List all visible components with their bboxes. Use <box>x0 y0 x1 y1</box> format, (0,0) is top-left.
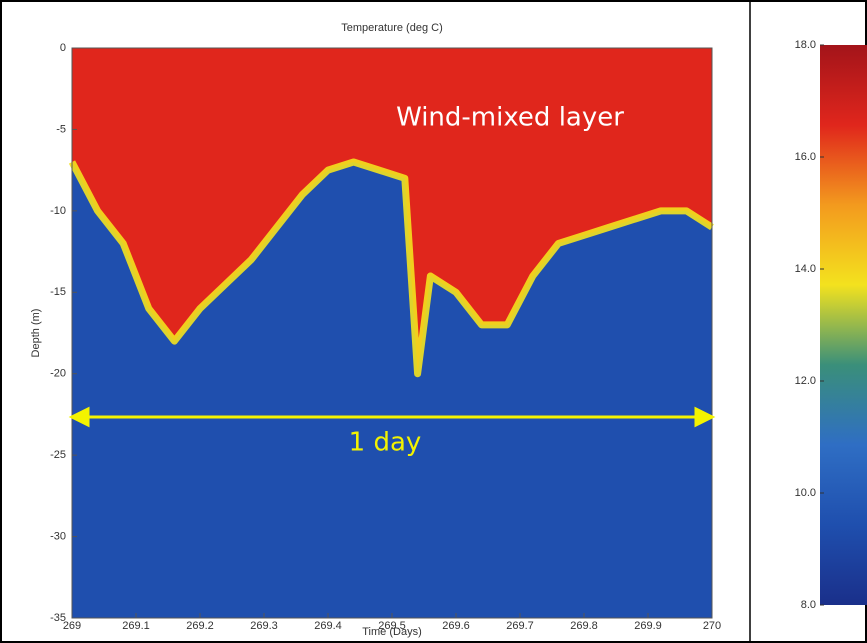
thermocline <box>68 158 714 378</box>
y-tick-label: -30 <box>50 530 66 542</box>
y-tick-label: -25 <box>50 449 66 461</box>
y-tick-label: -20 <box>50 368 66 380</box>
x-tick-label: 269.6 <box>442 620 470 632</box>
y-tick-label: -5 <box>56 123 66 135</box>
colorbar <box>820 45 867 605</box>
colorbar-tick-label: 8.0 <box>801 599 816 611</box>
x-tick-label: 269 <box>63 620 81 632</box>
x-tick-label: 269.5 <box>378 620 406 632</box>
y-tick-label: 0 <box>60 42 66 54</box>
x-tick-label: 269.8 <box>570 620 598 632</box>
y-axis-label: Depth (m) <box>30 309 42 358</box>
mixed-layer-area <box>72 48 712 374</box>
plot <box>68 48 714 378</box>
x-tick-label: 269.1 <box>122 620 150 632</box>
y-tick-label: -10 <box>50 205 66 217</box>
x-axis-label: Time (Days) <box>362 626 421 638</box>
colorbar-tick-label: 10.0 <box>795 487 816 499</box>
arrow <box>68 406 716 428</box>
annotation: Wind-mixed layer <box>396 103 624 133</box>
x-tick-label: 270 <box>703 620 721 632</box>
arrow-head <box>68 406 90 428</box>
x-tick-label: 269.7 <box>506 620 534 632</box>
y-tick-label: -35 <box>50 612 66 624</box>
y-tick-label: -15 <box>50 286 66 298</box>
x-tick-label: 269.3 <box>250 620 278 632</box>
x-tick-label: 269.9 <box>634 620 662 632</box>
chart-title: Temperature (deg C) <box>341 22 443 34</box>
colorbar-tick-label: 18.0 <box>795 39 816 51</box>
x-tick-label: 269.2 <box>186 620 214 632</box>
colorbar-tick-label: 12.0 <box>795 375 816 387</box>
colorbar-tick-label: 14.0 <box>795 263 816 275</box>
x-tick-label: 269.4 <box>314 620 342 632</box>
colorbar-tick-label: 16.0 <box>795 151 816 163</box>
annotation: 1 day <box>349 428 422 458</box>
arrow-head <box>694 406 716 428</box>
